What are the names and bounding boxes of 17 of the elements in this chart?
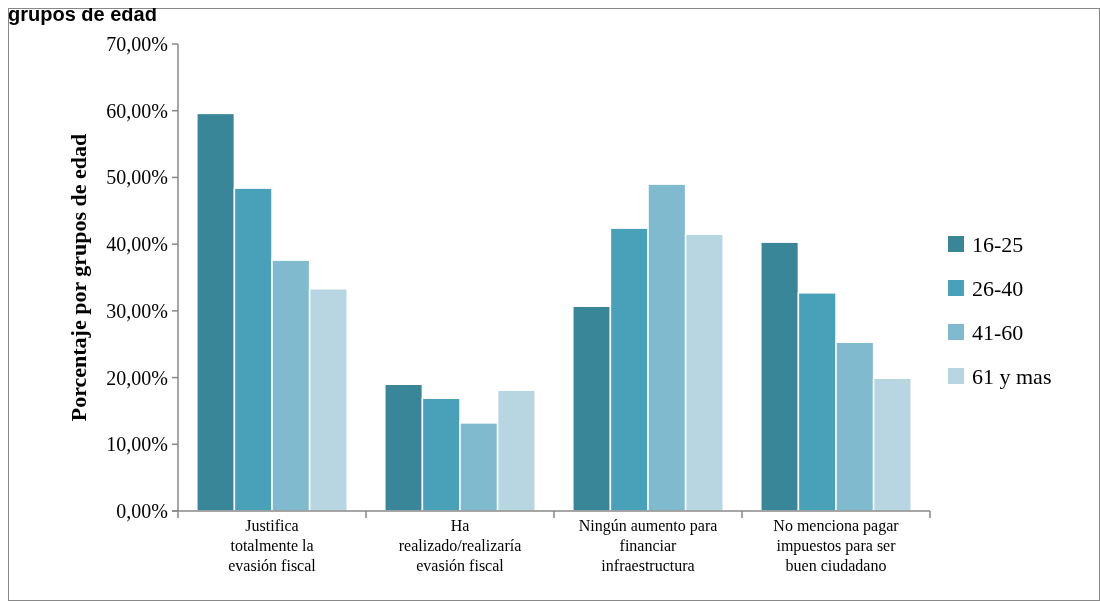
legend-label: 61 y mas (972, 363, 1052, 389)
legend-label: 41-60 (972, 319, 1024, 345)
legend-label: 26-40 (972, 275, 1024, 301)
y-tick-label: 10,00% (106, 433, 168, 456)
legend-label: 16-25 (972, 231, 1024, 257)
y-tick-label: 40,00% (106, 233, 168, 256)
x-tick-label: Justifica totalmente la evasión fiscal (228, 517, 317, 574)
y-tick-label: 60,00% (106, 99, 168, 122)
x-tick-label: Ha realizado/realizaría evasión fiscal (398, 517, 522, 574)
x-tick-label: Ningún aumento para financiar infraestructura (578, 517, 718, 574)
y-axis-title: Porcentaje por grupos de edad (65, 133, 91, 422)
y-tick-label: 20,00% (106, 366, 168, 389)
y-tick-label: 70,00% (106, 33, 168, 55)
x-tick-label: No menciona pagar impuestos para ser buen ciudadano (773, 517, 900, 574)
y-tick-label: 30,00% (106, 299, 168, 322)
y-tick-label: 0,00% (116, 500, 168, 522)
y-tick-label: 50,00% (106, 166, 168, 189)
